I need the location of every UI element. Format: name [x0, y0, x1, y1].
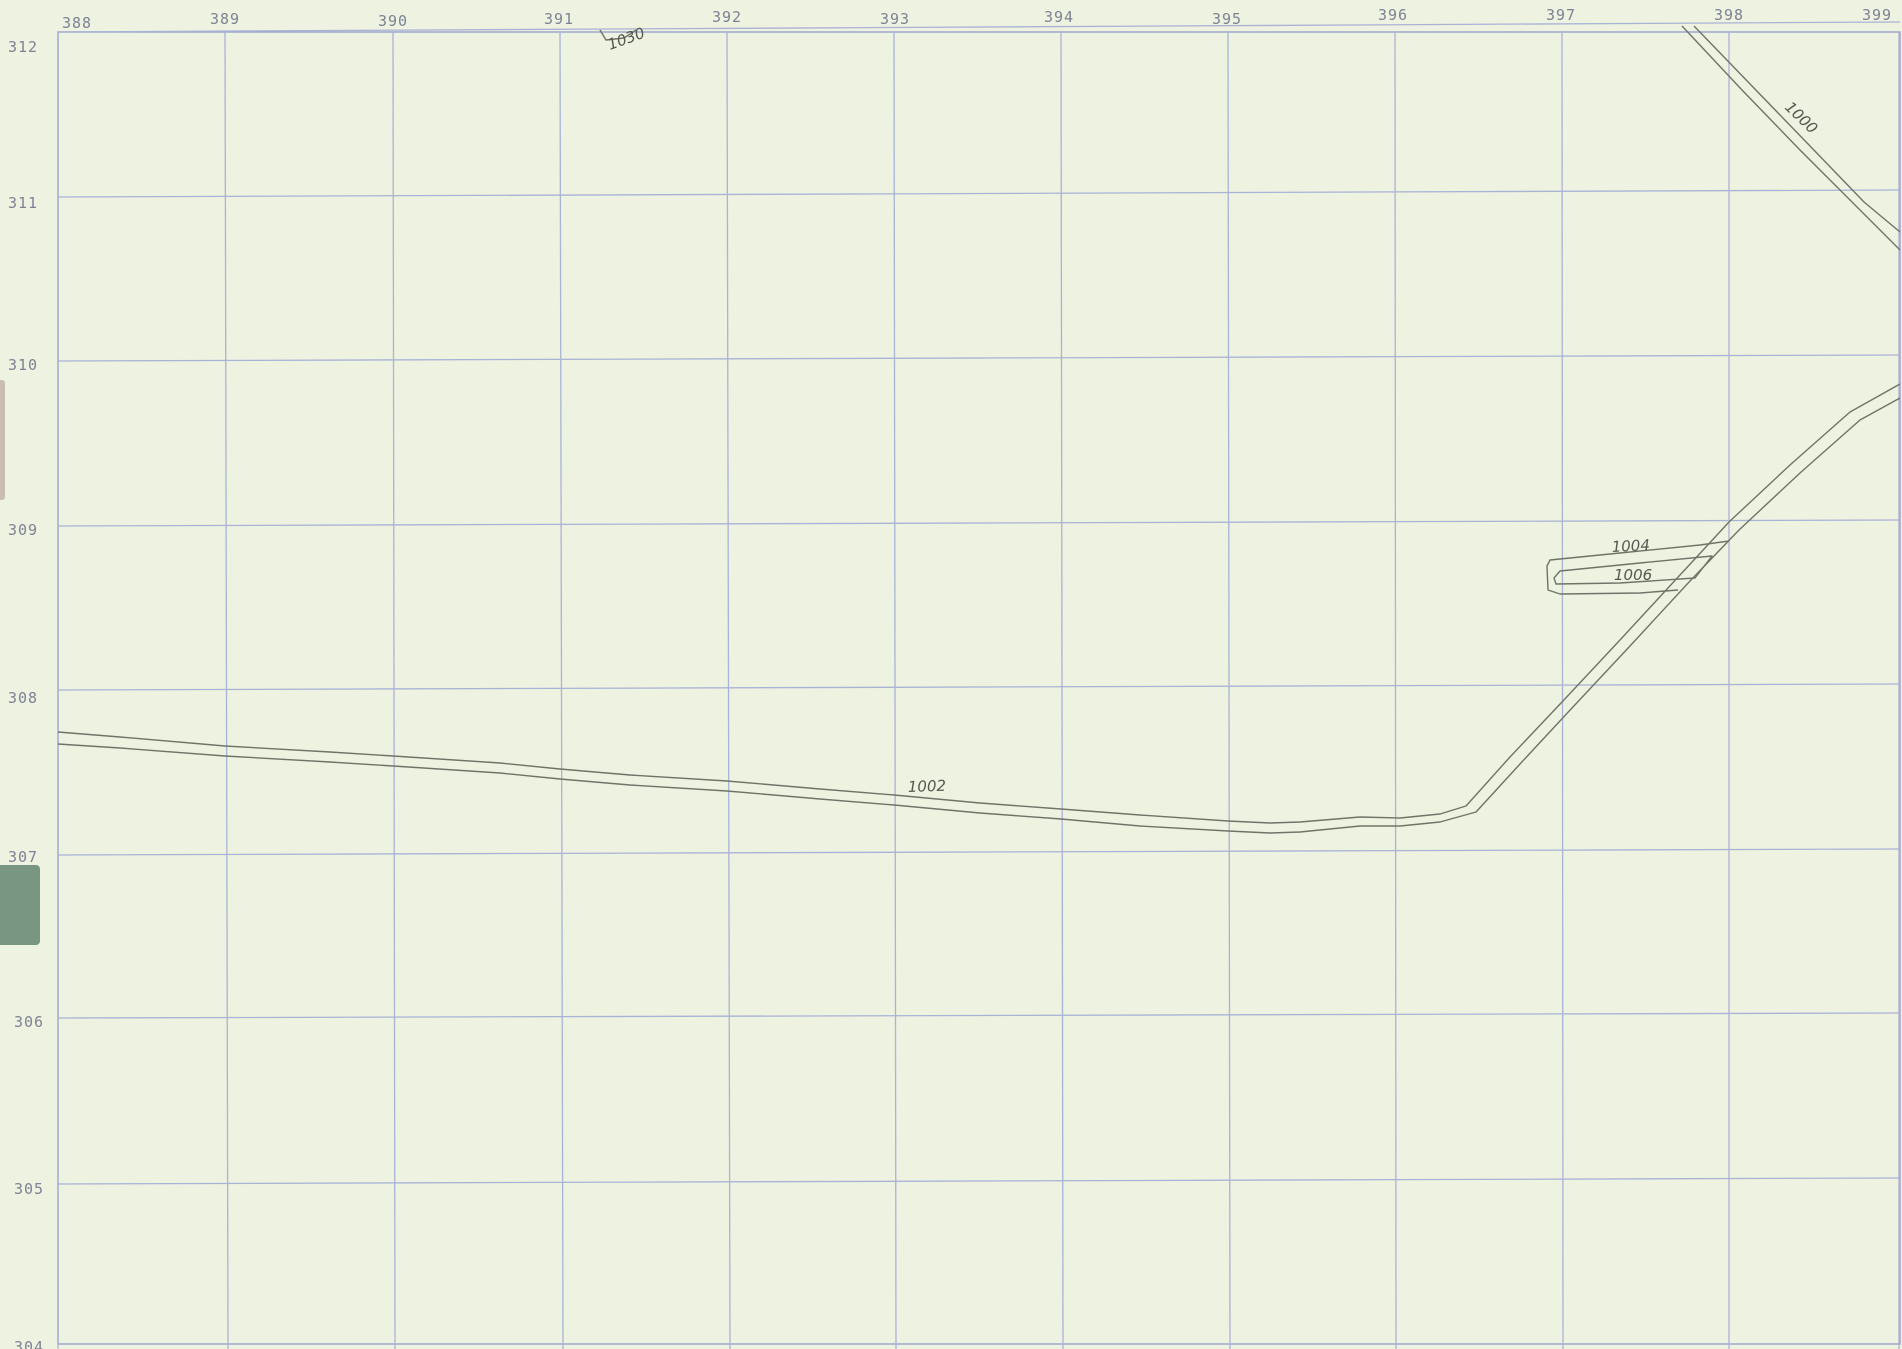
contour-1002-line-a — [57, 383, 1901, 824]
y-tick-309: 309 — [8, 521, 38, 539]
x-tick-399: 399 — [1862, 6, 1892, 24]
x-tick-397: 397 — [1546, 6, 1576, 24]
vertical-grid-lines — [57, 31, 1900, 1349]
y-tick-308: 308 — [8, 689, 38, 707]
y-tick-304: 304 — [14, 1338, 44, 1349]
x-tick-396: 396 — [1378, 6, 1408, 24]
x-tick-392: 392 — [712, 8, 742, 26]
contour-1002-label: 1002 — [908, 777, 947, 796]
y-tick-310: 310 — [8, 356, 38, 374]
contour-1000: 1000 — [1681, 25, 1901, 251]
y-tick-311: 311 — [8, 194, 38, 212]
x-tick-388: 388 — [62, 14, 92, 32]
contour-1000-label: 1000 — [1781, 98, 1821, 137]
contour-1000-line-b — [1693, 25, 1901, 233]
grid-line-309 — [57, 519, 1901, 527]
contour-1030-label: 1030 — [605, 24, 647, 54]
binder-tab — [0, 865, 40, 945]
grid-line-306 — [57, 1012, 1901, 1019]
grid-line-390 — [392, 31, 396, 1349]
grid-line-396 — [1394, 31, 1397, 1349]
grid-line-397 — [1561, 31, 1564, 1349]
grid-line-308 — [57, 683, 1901, 691]
contour-1006-label: 1006 — [1614, 566, 1652, 584]
horizontal-grid-lines — [57, 21, 1901, 1185]
grid-line-389 — [224, 31, 229, 1349]
grid-line-395 — [1227, 31, 1231, 1349]
contour-1006: 1006 — [1553, 555, 1713, 585]
x-tick-389: 389 — [210, 10, 240, 28]
map-frame — [57, 31, 1901, 1345]
contour-1000-line-a — [1681, 25, 1901, 251]
x-tick-398: 398 — [1714, 6, 1744, 24]
y-tick-labels: 312 311 310 309 308 307 306 305 304 — [8, 38, 44, 1349]
x-tick-395: 395 — [1212, 10, 1242, 28]
y-tick-306: 306 — [14, 1013, 44, 1031]
x-tick-390: 390 — [378, 12, 408, 30]
y-tick-305: 305 — [14, 1180, 44, 1198]
grid-line-305 — [57, 1177, 1901, 1185]
y-tick-307: 307 — [8, 848, 38, 866]
y-tick-312: 312 — [8, 38, 38, 56]
x-tick-394: 394 — [1044, 8, 1074, 26]
contour-1004: 1004 — [1546, 536, 1730, 595]
contour-1002: 1002 — [57, 383, 1901, 834]
grid-line-310 — [57, 354, 1901, 362]
contour-1004-label: 1004 — [1611, 536, 1650, 556]
edge-smudge — [0, 380, 5, 500]
grid-line-312 — [57, 21, 1901, 33]
grid-line-391 — [559, 31, 564, 1349]
contour-1002-line-b — [57, 397, 1901, 834]
grid-line-311 — [57, 189, 1901, 198]
contour-1004-line — [1546, 540, 1730, 595]
x-tick-labels: 388 389 390 391 392 393 394 395 396 397 … — [62, 6, 1892, 32]
grid-line-393 — [893, 31, 897, 1349]
x-tick-391: 391 — [544, 10, 574, 28]
grid-line-307 — [57, 848, 1901, 856]
grid-line-394 — [1060, 31, 1064, 1349]
grid-line-392 — [726, 31, 731, 1349]
x-tick-393: 393 — [880, 10, 910, 28]
contour-1030-line — [599, 29, 637, 41]
contour-1006-line — [1553, 555, 1713, 585]
